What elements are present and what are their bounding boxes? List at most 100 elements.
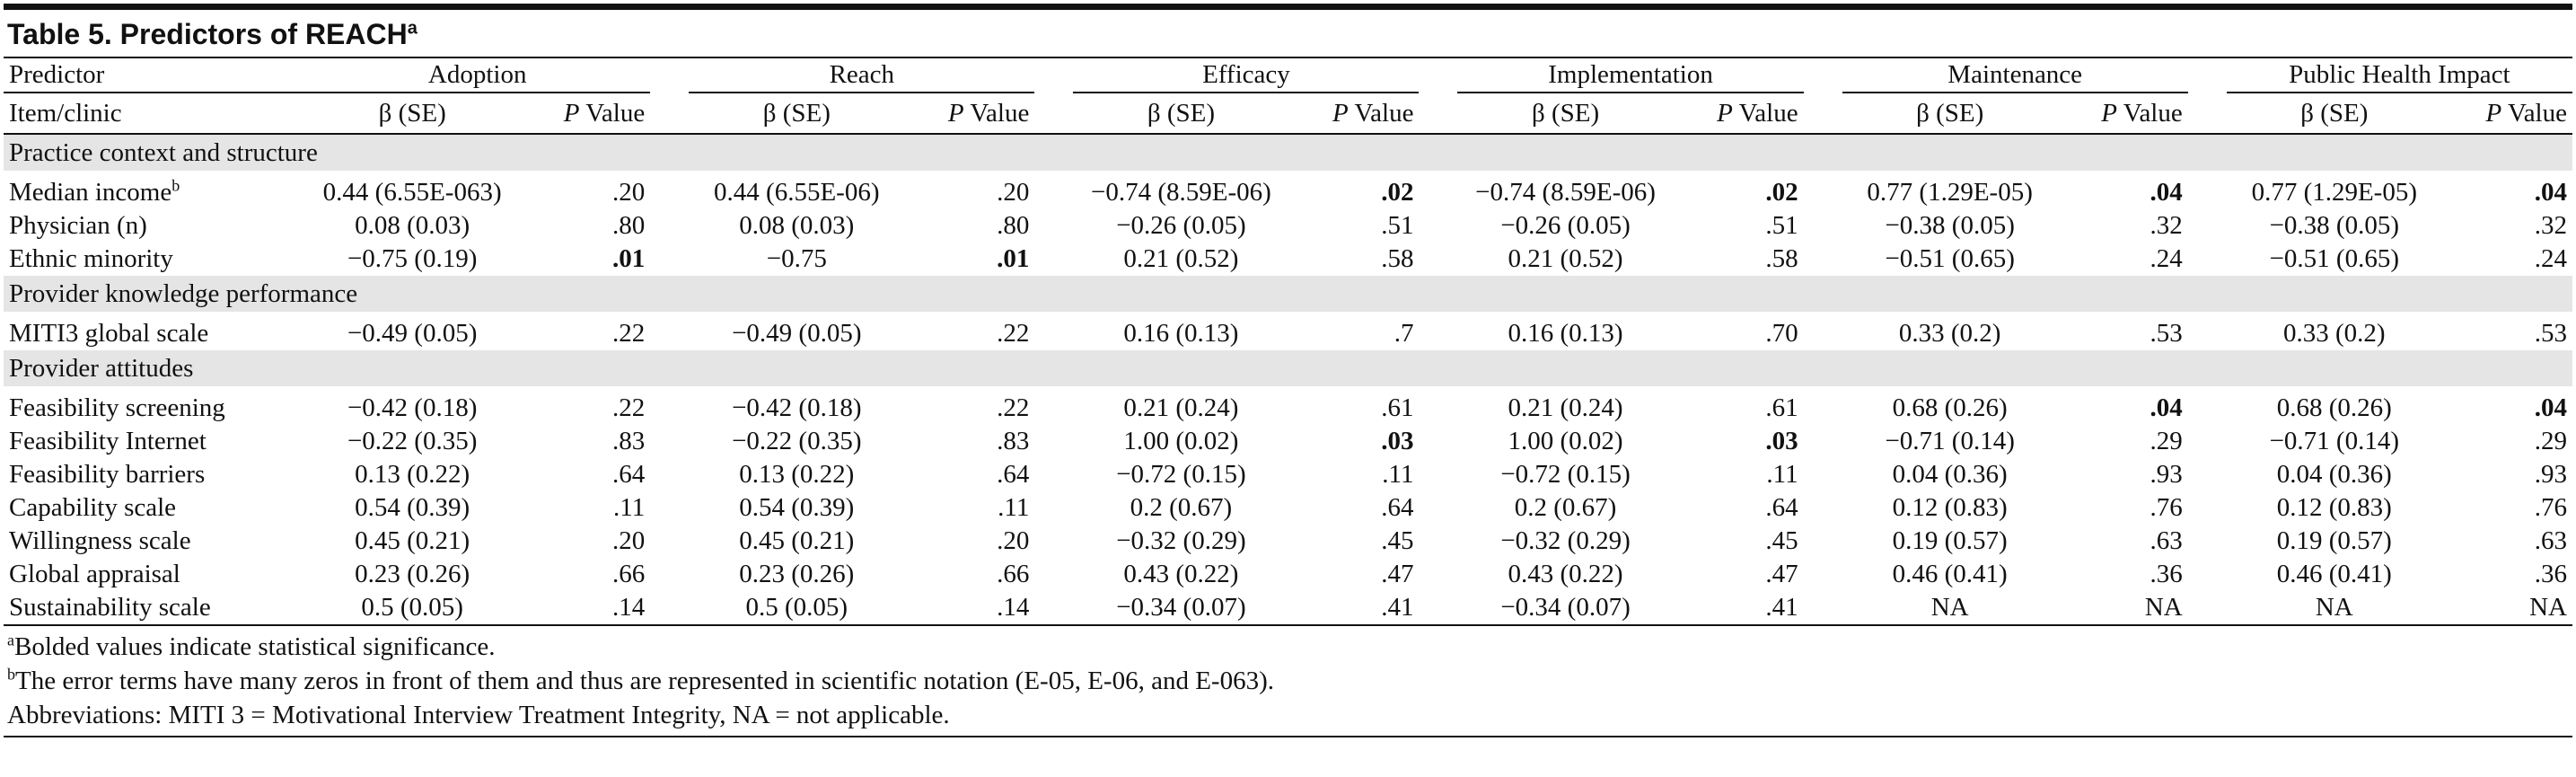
beta-value: 0.68 (0.26) [1842,392,2058,425]
gap [650,491,689,525]
cell-text: .11 [998,493,1030,522]
cell-text: .41 [1381,593,1414,622]
gap [1034,58,1073,93]
beta-header: β (SE) [762,99,831,128]
p-value: .63 [2058,525,2188,558]
p-value: .32 [2442,209,2572,243]
cell-text: −0.26 (0.05) [1500,211,1631,240]
cell-text: −0.32 (0.29) [1116,526,1246,555]
cell-text: 0.33 (0.2) [1898,319,2001,348]
cell-text: .20 [997,526,1030,555]
cell-text: 0.43 (0.22) [1123,560,1239,588]
p-header: P Value [520,93,650,134]
beta-value: 0.44 (6.55E-06) [689,176,904,209]
p-italic: P [1717,99,1733,128]
gap [2188,209,2227,243]
cell-text: .04 [2534,393,2567,422]
beta-value: 0.23 (0.26) [689,558,904,591]
footnote-mark: b [7,665,15,684]
cell-text: .58 [1765,244,1798,273]
beta-value: 0.33 (0.2) [2227,317,2442,350]
cell-text: .53 [2150,319,2183,348]
beta-value: −0.42 (0.18) [304,392,520,425]
p-value: .76 [2058,491,2188,525]
cell-text: −0.26 (0.05) [1116,211,1246,240]
p-value: .20 [520,176,650,209]
beta-value: 0.12 (0.83) [1842,491,2058,525]
p-value: .76 [2442,491,2572,525]
cell-text: 0.46 (0.41) [1892,560,2008,588]
cell-text: −0.22 (0.35) [347,427,478,455]
cell-text: .11 [613,493,646,522]
cell-text: 0.19 (0.57) [1892,526,2008,555]
cell-text: NA [2144,593,2183,622]
beta-value: 0.5 (0.05) [689,591,904,625]
gap [2188,243,2227,276]
cell-text: .32 [2150,211,2183,240]
cell-text: .04 [2534,178,2567,207]
cell-text: 0.21 (0.24) [1508,393,1623,422]
gap [650,591,689,625]
section-row: Provider knowledge performance [4,276,2572,312]
p-value: .24 [2442,243,2572,276]
gap [1419,243,1457,276]
p-value: .58 [1674,243,1804,276]
cell-text: .47 [1765,560,1798,588]
p-value: .41 [1288,591,1419,625]
gap [650,93,689,134]
beta-header: β (SE) [1916,99,1984,128]
gap [650,58,689,93]
cell-text: 0.04 (0.36) [2276,460,2392,489]
cell-text: −0.34 (0.07) [1500,593,1631,622]
p-value: .80 [904,209,1034,243]
cell-text: −0.71 (0.14) [2269,427,2399,455]
beta-value: −0.49 (0.05) [304,317,520,350]
beta-value: −0.75 [689,243,904,276]
beta-value: NA [1842,591,2058,625]
group-header: Adoption [304,58,651,93]
p-rest: Value [579,99,646,128]
cell-text: .29 [2534,427,2567,455]
cell-text: .03 [1765,427,1798,455]
cell-text: .80 [997,211,1030,240]
cell-text: .22 [611,393,646,422]
gap [2188,491,2227,525]
beta-header: β (SE) [1531,99,1600,128]
gap [2188,93,2227,134]
cell-text: 1.00 (0.02) [1508,427,1623,455]
label-note: b [171,176,180,195]
p-value: .22 [904,317,1034,350]
gap [1804,392,1842,425]
beta-value: −0.26 (0.05) [1457,209,1673,243]
cell-text: 0.5 (0.05) [745,593,848,622]
cell-text: 0.54 (0.39) [739,493,855,522]
p-value: .03 [1674,425,1804,458]
beta-value: 0.77 (1.29E-05) [2227,176,2442,209]
row-label: Global appraisal [4,558,304,591]
beta-value: 0.68 (0.26) [2227,392,2442,425]
footnote-text: Bolded values indicate statistical signi… [14,632,496,661]
cell-text: .11 [1766,460,1798,489]
p-italic: P [2101,99,2117,128]
gap [1419,425,1457,458]
cell-text: −0.42 (0.18) [732,393,862,422]
cell-text: .24 [2150,244,2183,273]
data-table: Predictor Adoption Reach Efficacy Implementa… [4,58,2572,626]
cell-text: .41 [1765,593,1798,622]
data-row: Physician (n) 0.08 (0.03) .80 0.08 (0.03) .8… [4,209,2572,243]
p-value: .47 [1674,558,1804,591]
cell-text: NA [2315,593,2353,622]
p-value: .22 [520,392,650,425]
p-value: .53 [2442,317,2572,350]
label-text: Ethnic minority [9,244,173,273]
gap [650,209,689,243]
cell-text: .83 [611,427,646,455]
cell-text: .58 [1381,244,1414,273]
gap [1034,425,1073,458]
gap [1804,58,1842,93]
cell-text: .22 [997,393,1030,422]
p-value: .64 [1288,491,1419,525]
gap [1419,591,1457,625]
cell-text: NA [1930,593,1969,622]
predictor-header: Predictor [4,58,305,93]
